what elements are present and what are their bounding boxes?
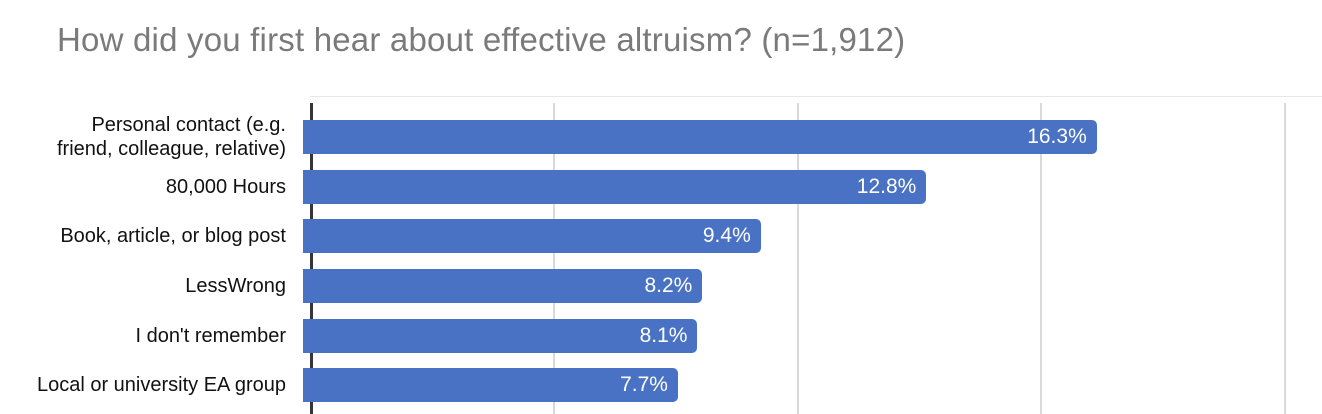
bar-row: Personal contact (e.g. friend, colleague… xyxy=(0,114,1322,160)
value-label: 8.2% xyxy=(644,274,693,298)
bar: 7.7% xyxy=(303,368,678,403)
category-label: Local or university EA group xyxy=(36,374,286,397)
bar-rows: Personal contact (e.g. friend, colleague… xyxy=(0,114,1322,414)
value-label: 7.7% xyxy=(620,373,668,397)
category-label: Book, article, or blog post xyxy=(60,225,286,248)
bar-row: I don't remember 8.1% xyxy=(0,318,1322,353)
category-label: 80,000 Hours xyxy=(165,175,286,198)
gridline-10pct xyxy=(796,103,799,414)
bar-row: 80,000 Hours 12.8% xyxy=(0,169,1322,204)
category-label: Personal contact (e.g. friend, colleague… xyxy=(56,114,286,160)
gridline-15pct xyxy=(1040,103,1043,414)
category-label: LessWrong xyxy=(185,275,286,298)
bar: 8.1% xyxy=(303,318,698,353)
gridline-20pct xyxy=(1283,103,1286,414)
chart-title: How did you first hear about effective a… xyxy=(57,21,906,58)
bar: 12.8% xyxy=(303,169,927,204)
category-label: I don't remember xyxy=(135,324,286,347)
gridline-5pct xyxy=(553,103,556,414)
bar: 16.3% xyxy=(303,120,1097,154)
value-label: 12.8% xyxy=(856,174,917,198)
y-axis-line xyxy=(310,103,313,414)
value-label: 16.3% xyxy=(1027,125,1087,148)
bar-row: Local or university EA group 7.7% xyxy=(0,368,1322,403)
bar-row: Book, article, or blog post 9.4% xyxy=(0,219,1322,254)
bar: 8.2% xyxy=(303,269,703,304)
bar-row: LessWrong 8.2% xyxy=(0,269,1322,304)
plot-area-top-border xyxy=(310,96,1322,97)
bar: 9.4% xyxy=(303,219,761,254)
value-label: 8.1% xyxy=(639,323,688,347)
value-label: 9.4% xyxy=(702,224,751,248)
